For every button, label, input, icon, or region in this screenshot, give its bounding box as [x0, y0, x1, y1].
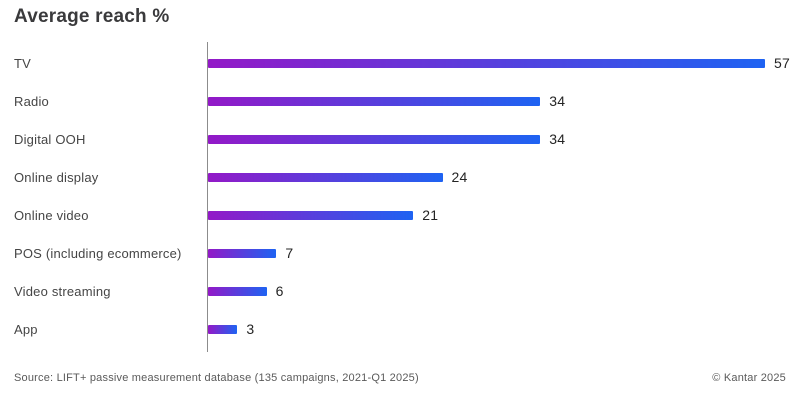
bar-row: Radio 34: [14, 82, 792, 120]
category-label: Radio: [14, 93, 49, 109]
bar-value-label: 34: [549, 93, 566, 109]
bar-row: POS (including ecommerce) 7: [14, 234, 792, 272]
bar: [208, 58, 765, 68]
bar-row: Online display 24: [14, 158, 792, 196]
bar: [208, 210, 414, 220]
copyright-note: © Kantar 2025: [712, 372, 786, 384]
category-label: POS (including ecommerce): [14, 245, 182, 261]
bar-row: Online video 21: [14, 196, 792, 234]
chart-title: Average reach %: [14, 6, 170, 27]
bar-value-label: 21: [422, 207, 439, 223]
bar: [208, 96, 541, 106]
bar: [208, 134, 541, 144]
category-label: Online video: [14, 207, 89, 223]
bar-row: TV 57: [14, 44, 792, 82]
bar-row: Video streaming 6: [14, 272, 792, 310]
category-label: TV: [14, 55, 32, 71]
category-label: App: [14, 321, 38, 337]
bar-value-label: 7: [285, 245, 294, 261]
source-note: Source: LIFT+ passive measurement databa…: [14, 372, 419, 384]
bar-row: Digital OOH 34: [14, 120, 792, 158]
bar: [208, 324, 238, 334]
category-label: Online display: [14, 169, 99, 185]
bar-rows-container: TV 57 Radio 34 Digital OOH 34 Online display 24…: [14, 44, 792, 348]
y-axis-line: [207, 42, 208, 352]
bar-row: App 3: [14, 310, 792, 348]
chart-footer: Source: LIFT+ passive measurement databa…: [14, 372, 786, 384]
bar: [208, 172, 443, 182]
bar: [208, 248, 277, 258]
bar-value-label: 34: [549, 131, 566, 147]
category-label: Video streaming: [14, 283, 111, 299]
bar: [208, 286, 267, 296]
bar-value-label: 57: [774, 55, 790, 71]
bar-value-label: 6: [275, 283, 284, 299]
bar-value-label: 3: [246, 321, 255, 337]
bar-value-label: 24: [451, 169, 468, 185]
category-label: Digital OOH: [14, 131, 86, 147]
